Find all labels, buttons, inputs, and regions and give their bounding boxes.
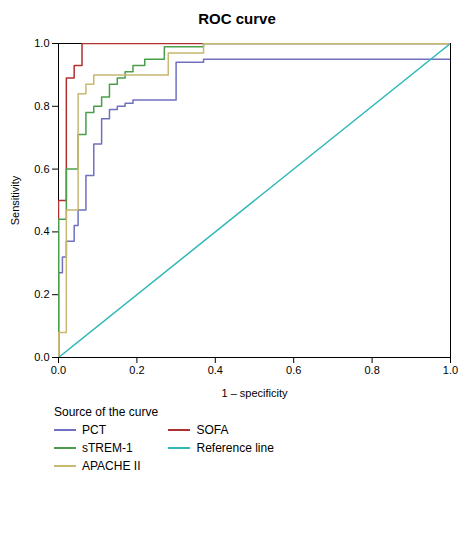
svg-text:0.0: 0.0 bbox=[51, 364, 66, 376]
svg-text:0.4: 0.4 bbox=[208, 364, 223, 376]
svg-text:0.6: 0.6 bbox=[286, 364, 301, 376]
svg-text:Sensitivity: Sensitivity bbox=[9, 175, 21, 225]
svg-text:0.4: 0.4 bbox=[34, 225, 49, 237]
html-text:Source of the curve: Source of the curve bbox=[54, 405, 159, 419]
html-text:ROC curve: ROC curve bbox=[198, 10, 276, 27]
html-text:Reference line: Reference line bbox=[196, 441, 274, 455]
html-text:PCT: PCT bbox=[82, 423, 106, 437]
svg-text:0.0: 0.0 bbox=[34, 351, 49, 363]
svg-text:0.2: 0.2 bbox=[129, 364, 144, 376]
html-text:SOFA: SOFA bbox=[196, 423, 229, 437]
svg-text:1 – specificity: 1 – specificity bbox=[221, 387, 288, 399]
svg-text:1.0: 1.0 bbox=[34, 37, 49, 49]
svg-text:1.0: 1.0 bbox=[443, 364, 458, 376]
svg-text:0.8: 0.8 bbox=[34, 100, 49, 112]
svg-text:0.8: 0.8 bbox=[364, 364, 379, 376]
html-text:sTREM-1: sTREM-1 bbox=[82, 441, 133, 455]
svg-text:0.2: 0.2 bbox=[34, 288, 49, 300]
html-text:APACHE II: APACHE II bbox=[82, 459, 141, 473]
svg-text:0.6: 0.6 bbox=[34, 163, 49, 175]
